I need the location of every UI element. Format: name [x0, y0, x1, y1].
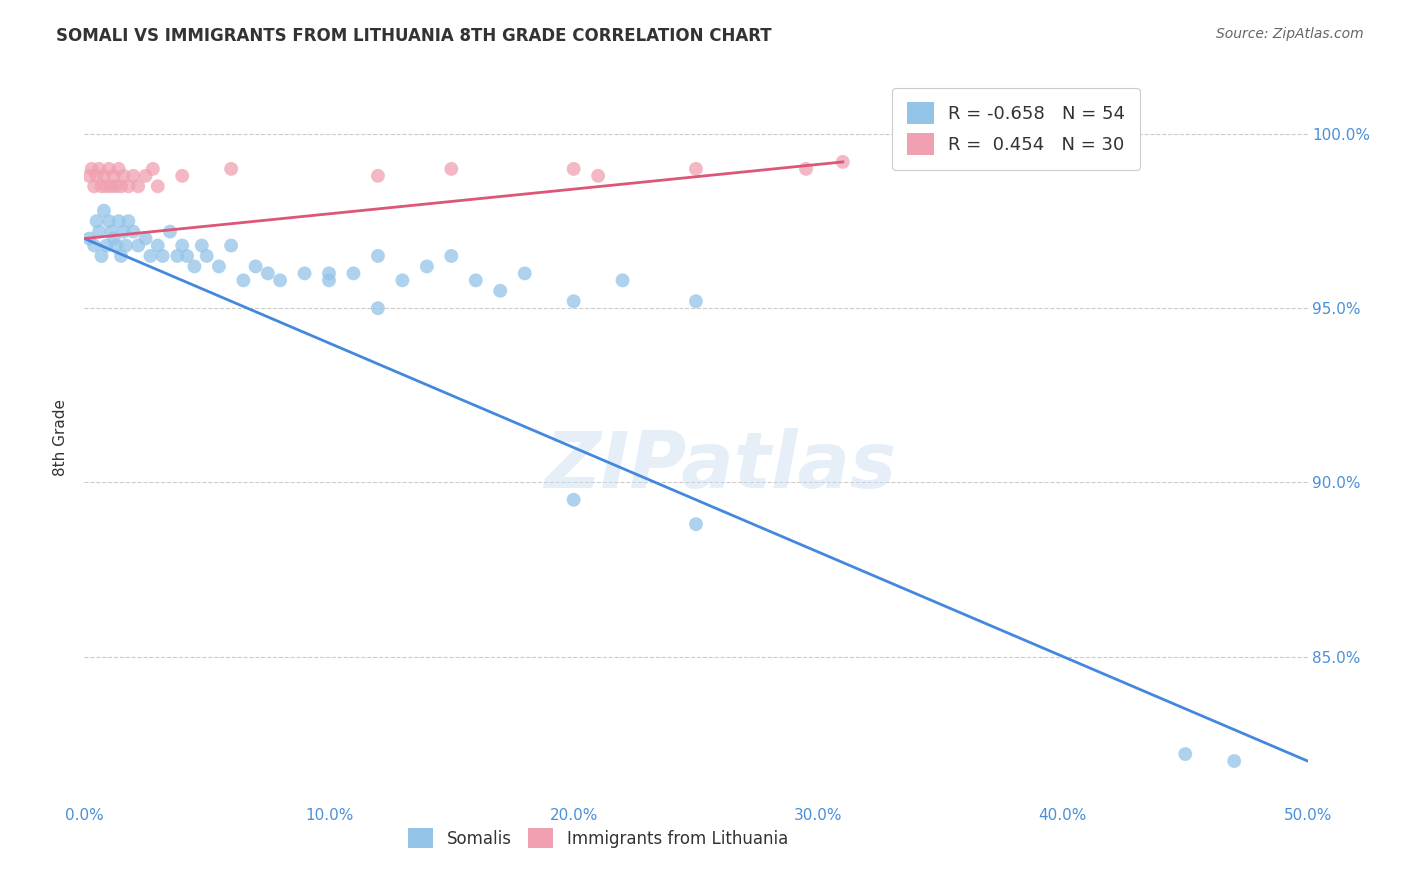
Point: [100, 225, 122, 239]
Point: [166, 249, 188, 263]
Point: [176, 249, 198, 263]
Point: [685, 161, 707, 176]
Point: [367, 301, 389, 316]
Point: [318, 266, 340, 280]
Point: [135, 169, 157, 183]
Point: [107, 214, 129, 228]
Point: [831, 155, 853, 169]
Text: ZIPatlas: ZIPatlas: [544, 428, 897, 504]
Point: [97, 214, 120, 228]
Point: [391, 273, 413, 287]
Point: [139, 249, 162, 263]
Point: [105, 238, 128, 252]
Point: [97, 161, 120, 176]
Point: [146, 238, 169, 252]
Point: [612, 273, 634, 287]
Point: [87, 161, 110, 176]
Point: [685, 517, 707, 532]
Point: [103, 231, 125, 245]
Point: [562, 294, 585, 309]
Point: [367, 169, 389, 183]
Point: [367, 249, 389, 263]
Point: [80, 161, 103, 176]
Point: [257, 266, 280, 280]
Point: [96, 179, 118, 194]
Point: [245, 260, 267, 274]
Point: [685, 294, 707, 309]
Point: [115, 238, 138, 252]
Point: [83, 238, 105, 252]
Point: [152, 249, 174, 263]
Point: [219, 238, 242, 252]
Point: [77, 231, 100, 245]
Point: [232, 273, 254, 287]
Point: [83, 179, 105, 194]
Point: [172, 238, 194, 252]
Y-axis label: 8th Grade: 8th Grade: [53, 399, 69, 475]
Point: [142, 161, 165, 176]
Point: [127, 179, 149, 194]
Point: [562, 161, 585, 176]
Point: [159, 225, 181, 239]
Point: [1174, 747, 1197, 761]
Point: [183, 260, 205, 274]
Point: [208, 260, 231, 274]
Point: [110, 179, 132, 194]
Point: [112, 225, 135, 239]
Point: [110, 249, 132, 263]
Point: [172, 169, 194, 183]
Point: [107, 161, 129, 176]
Point: [127, 238, 149, 252]
Point: [93, 169, 115, 183]
Point: [96, 238, 118, 252]
Point: [93, 203, 115, 218]
Point: [1223, 754, 1246, 768]
Point: [489, 284, 512, 298]
Point: [117, 179, 139, 194]
Point: [86, 214, 108, 228]
Point: [135, 231, 157, 245]
Point: [87, 225, 110, 239]
Point: [586, 169, 609, 183]
Point: [191, 238, 214, 252]
Point: [294, 266, 316, 280]
Point: [146, 179, 169, 194]
Point: [103, 169, 125, 183]
Legend: Somalis, Immigrants from Lithuania: Somalis, Immigrants from Lithuania: [399, 820, 796, 856]
Point: [122, 225, 145, 239]
Point: [195, 249, 218, 263]
Point: [342, 266, 364, 280]
Point: [562, 492, 585, 507]
Text: Source: ZipAtlas.com: Source: ZipAtlas.com: [1216, 27, 1364, 41]
Point: [318, 273, 340, 287]
Text: SOMALI VS IMMIGRANTS FROM LITHUANIA 8TH GRADE CORRELATION CHART: SOMALI VS IMMIGRANTS FROM LITHUANIA 8TH …: [56, 27, 772, 45]
Point: [77, 169, 100, 183]
Point: [86, 169, 108, 183]
Point: [90, 179, 112, 194]
Point: [100, 179, 122, 194]
Point: [219, 161, 242, 176]
Point: [416, 260, 439, 274]
Point: [117, 214, 139, 228]
Point: [794, 161, 817, 176]
Point: [440, 161, 463, 176]
Point: [269, 273, 291, 287]
Point: [90, 249, 112, 263]
Point: [464, 273, 486, 287]
Point: [112, 169, 135, 183]
Point: [513, 266, 536, 280]
Point: [440, 249, 463, 263]
Point: [105, 179, 128, 194]
Point: [122, 169, 145, 183]
